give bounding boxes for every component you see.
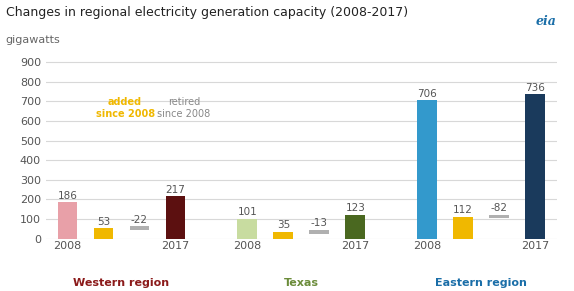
Text: 123: 123 xyxy=(346,203,365,213)
Bar xyxy=(130,226,149,230)
Bar xyxy=(309,230,329,233)
Text: Changes in regional electricity generation capacity (2008-2017): Changes in regional electricity generati… xyxy=(6,6,408,19)
Text: -22: -22 xyxy=(131,214,148,224)
Text: added
since 2008: added since 2008 xyxy=(95,97,154,119)
Text: 112: 112 xyxy=(453,205,473,215)
Bar xyxy=(346,214,365,239)
Text: 186: 186 xyxy=(57,191,77,200)
Text: Texas: Texas xyxy=(284,278,319,288)
Text: 706: 706 xyxy=(417,89,437,99)
Text: gigawatts: gigawatts xyxy=(6,35,60,45)
Text: 35: 35 xyxy=(277,220,290,230)
Text: eia: eia xyxy=(536,15,557,28)
Bar xyxy=(238,219,257,239)
Text: Western region: Western region xyxy=(73,278,169,288)
Bar xyxy=(165,196,185,239)
Bar xyxy=(273,232,293,239)
Text: -82: -82 xyxy=(491,203,508,213)
Text: 217: 217 xyxy=(165,184,185,194)
Bar xyxy=(489,215,509,219)
Bar xyxy=(453,217,473,239)
Bar xyxy=(525,94,545,239)
Text: retired
since 2008: retired since 2008 xyxy=(157,97,211,119)
Text: 101: 101 xyxy=(238,207,257,217)
Text: Eastern region: Eastern region xyxy=(435,278,527,288)
Bar xyxy=(57,202,77,239)
Text: 53: 53 xyxy=(97,217,110,227)
Text: 736: 736 xyxy=(525,83,545,93)
Text: -13: -13 xyxy=(311,218,328,228)
Bar xyxy=(94,228,114,239)
Bar xyxy=(417,100,437,239)
